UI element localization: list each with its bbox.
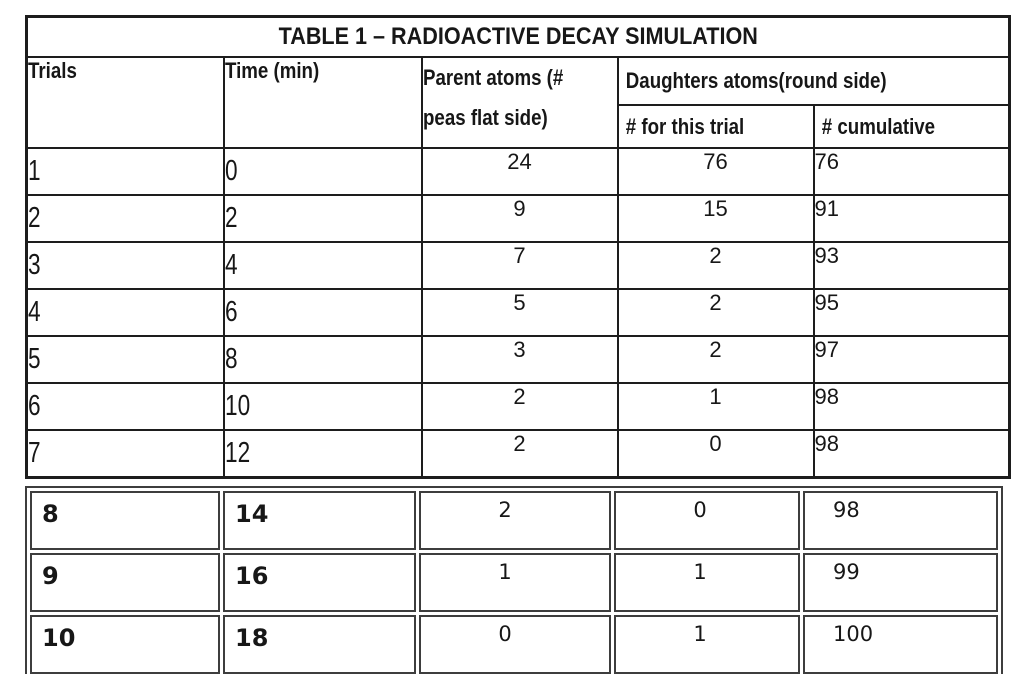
cell-parent: 0: [419, 615, 611, 674]
header-time-label: Time (min): [224, 58, 319, 83]
table-row: 8 14 2 0 98: [30, 491, 998, 550]
cell-for-this-trial: 2: [616, 335, 815, 384]
cell-parent: 3: [420, 335, 619, 384]
table-row: 9 16 1 1 99: [30, 553, 998, 612]
header-daughters-group: Daughters atoms(round side): [616, 56, 1011, 106]
cell-cumulative: 93: [812, 241, 1011, 290]
cell-parent: 1: [419, 553, 611, 612]
cell-trial: 2: [25, 194, 225, 243]
header-parent-atoms: Parent atoms (# peas flat side): [420, 56, 619, 149]
cell-time: 14: [223, 491, 416, 550]
cell-for-this-trial: 1: [614, 615, 800, 674]
cell-cumulative: 100: [803, 615, 998, 674]
table-row: 6 10 2 1 98: [25, 382, 1011, 431]
header-daughters-label: Daughters atoms(round side): [625, 68, 887, 93]
cell-time: 4: [222, 241, 423, 290]
cell-time: 10: [222, 382, 423, 431]
table-row: 10 18 0 1 100: [30, 615, 998, 674]
cell-for-this-trial: 0: [614, 491, 800, 550]
cell-cumulative: 76: [812, 147, 1011, 196]
cell-for-this-trial: 76: [616, 147, 815, 196]
cell-parent: 2: [420, 429, 619, 479]
cell-trial: 4: [25, 288, 225, 337]
cell-trial: 3: [25, 241, 225, 290]
cell-trial: 8: [30, 491, 220, 550]
cell-for-this-trial: 1: [616, 382, 815, 431]
cell-time: 8: [222, 335, 423, 384]
header-row-2: # for this trial # cumulative: [27, 104, 1011, 149]
cell-trial: 1: [25, 147, 225, 196]
cell-parent: 2: [420, 382, 619, 431]
cell-trial: 7: [25, 429, 225, 479]
table-row: 1 0 24 76 76: [25, 147, 1011, 196]
radioactive-decay-table-continued: 8 14 2 0 98 9 16 1 1 99 10 18 0 1 100: [25, 486, 1003, 674]
table-row: 2 2 9 15 91: [25, 194, 1011, 243]
cell-parent: 7: [420, 241, 619, 290]
cell-time: 2: [222, 194, 423, 243]
header-time: Time (min): [222, 56, 423, 149]
cell-trial: 6: [25, 382, 225, 431]
cell-for-this-trial: 1: [614, 553, 800, 612]
header-cumulative: # cumulative: [812, 104, 1011, 149]
cell-cumulative: 91: [812, 194, 1011, 243]
table-title-row: TABLE 1 – RADIOACTIVE DECAY SIMULATION: [25, 15, 1011, 58]
header-trials-label: Trials: [28, 58, 77, 83]
header-trials: Trials: [25, 56, 225, 149]
cell-for-this-trial: 2: [616, 288, 815, 337]
table-title: TABLE 1 – RADIOACTIVE DECAY SIMULATION: [278, 23, 758, 50]
cell-cumulative: 98: [812, 429, 1011, 479]
cell-cumulative: 98: [812, 382, 1011, 431]
cell-time: 12: [222, 429, 423, 479]
cell-cumulative: 95: [812, 288, 1011, 337]
cell-for-this-trial: 15: [616, 194, 815, 243]
cell-time: 0: [222, 147, 423, 196]
header-parent-line1: Parent atoms (#: [422, 65, 563, 90]
header-row-1: Trials Time (min) Parent atoms (# peas f…: [25, 56, 1011, 149]
radioactive-decay-table-main: TABLE 1 – RADIOACTIVE DECAY SIMULATION T…: [25, 15, 1012, 479]
table-row: 3 4 7 2 93: [25, 241, 1011, 290]
cell-time: 18: [223, 615, 416, 674]
cell-cumulative: 97: [812, 335, 1011, 384]
cell-time: 16: [223, 553, 416, 612]
cell-trial: 10: [30, 615, 220, 674]
cell-parent: 24: [420, 147, 619, 196]
table-row: 5 8 3 2 97: [25, 335, 1011, 384]
header-cumulative-label: # cumulative: [821, 113, 935, 139]
cell-parent: 2: [419, 491, 611, 550]
cell-cumulative: 98: [803, 491, 998, 550]
header-for-this-trial-label: # for this trial: [625, 113, 744, 139]
cell-parent: 9: [420, 194, 619, 243]
cell-time: 6: [222, 288, 423, 337]
table-row: 4 6 5 2 95: [25, 288, 1011, 337]
cell-trial: 9: [30, 553, 220, 612]
table-row: 7 12 2 0 98: [25, 429, 1011, 479]
cell-parent: 5: [420, 288, 619, 337]
table-title-cell: TABLE 1 – RADIOACTIVE DECAY SIMULATION: [25, 15, 1011, 58]
cell-trial: 5: [25, 335, 225, 384]
cell-for-this-trial: 0: [616, 429, 815, 479]
cell-cumulative: 99: [803, 553, 998, 612]
header-for-this-trial: # for this trial: [616, 104, 815, 149]
header-parent-line2: peas flat side): [422, 105, 548, 130]
cell-for-this-trial: 2: [616, 241, 815, 290]
